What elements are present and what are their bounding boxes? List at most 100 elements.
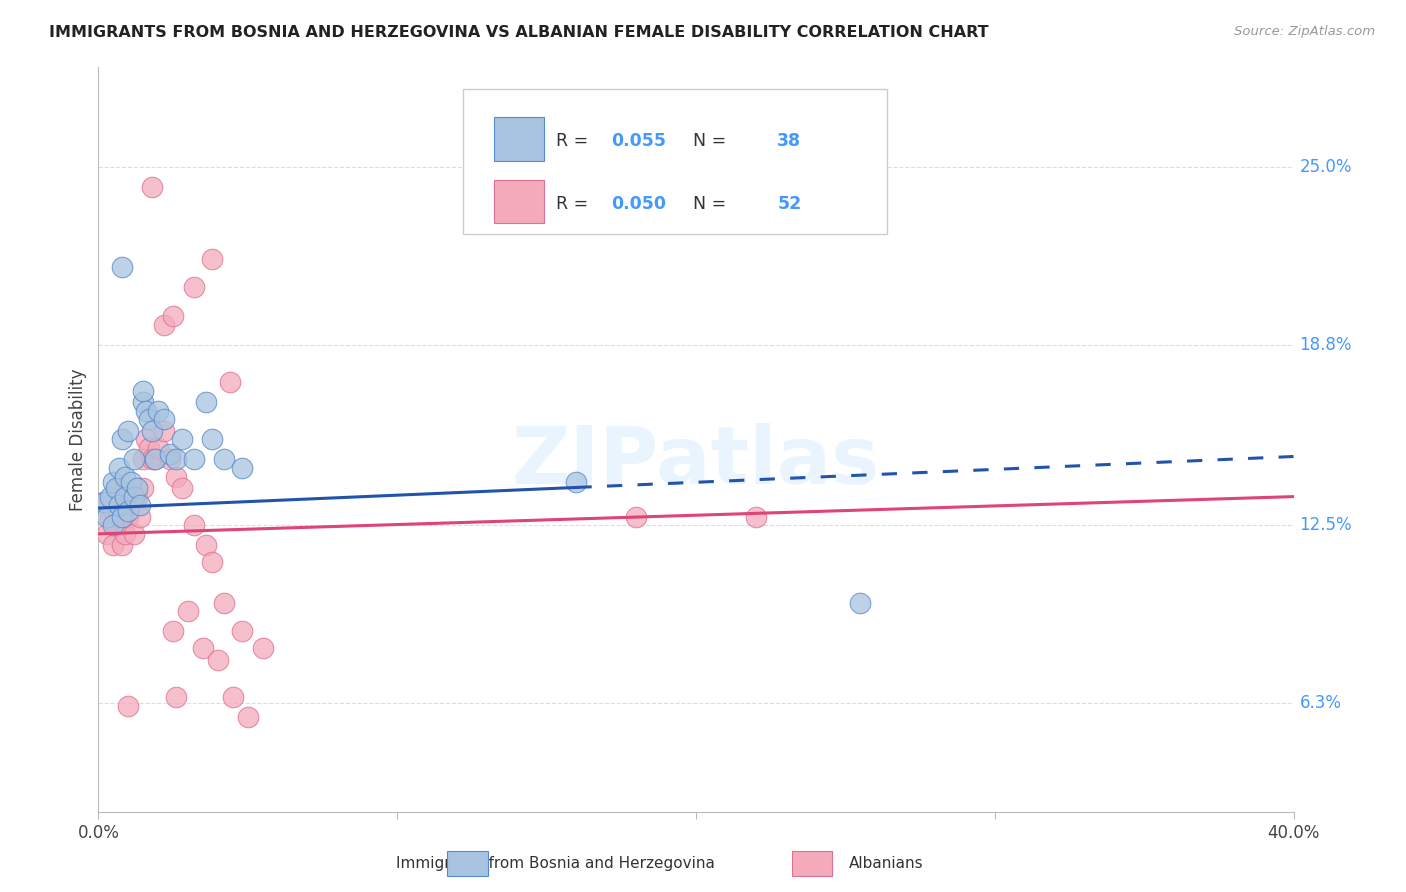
Text: 52: 52 [778, 194, 801, 212]
Point [105, 481, 128, 495]
Point [132, 395, 155, 409]
Text: Albanians: Albanians [848, 856, 924, 871]
Text: N =: N = [682, 194, 731, 212]
Point [201, 432, 224, 446]
Point [93, 495, 115, 509]
Text: 6.3%: 6.3% [1299, 694, 1341, 712]
Point [124, 526, 146, 541]
Text: 18.8%: 18.8% [1299, 335, 1353, 354]
Point [219, 375, 242, 389]
Point [231, 624, 253, 639]
Point [127, 490, 149, 504]
Point [201, 252, 224, 266]
Point [98, 490, 122, 504]
Point [132, 452, 155, 467]
Text: IMMIGRANTS FROM BOSNIA AND HERZEGOVINA VS ALBANIAN FEMALE DISABILITY CORRELATION: IMMIGRANTS FROM BOSNIA AND HERZEGOVINA V… [49, 25, 988, 40]
Point [212, 596, 235, 610]
Text: Immigrants from Bosnia and Herzegovina: Immigrants from Bosnia and Herzegovina [396, 856, 714, 871]
Point [195, 538, 218, 552]
Point [177, 604, 200, 618]
Point [141, 180, 163, 194]
Point [153, 424, 176, 438]
Point [159, 447, 181, 461]
FancyBboxPatch shape [494, 117, 544, 161]
Point [111, 260, 134, 275]
Point [222, 690, 245, 705]
Point [162, 624, 184, 639]
Point [98, 509, 122, 524]
Point [165, 469, 187, 483]
Point [165, 690, 187, 705]
Point [159, 452, 181, 467]
Point [127, 481, 149, 495]
Text: ZIPatlas: ZIPatlas [512, 423, 880, 500]
Point [114, 490, 136, 504]
Point [745, 509, 768, 524]
Point [849, 596, 872, 610]
Point [105, 490, 128, 504]
Point [108, 498, 131, 512]
Point [135, 432, 157, 446]
Point [138, 441, 160, 455]
Point [135, 403, 157, 417]
Point [132, 384, 155, 398]
Point [114, 509, 136, 524]
Point [108, 509, 131, 524]
Point [114, 526, 136, 541]
Text: Source: ZipAtlas.com: Source: ZipAtlas.com [1234, 25, 1375, 38]
Point [162, 309, 184, 323]
Point [108, 461, 131, 475]
FancyBboxPatch shape [494, 179, 544, 224]
Text: R =: R = [557, 194, 593, 212]
Text: 38: 38 [778, 132, 801, 150]
Point [117, 424, 139, 438]
Point [96, 509, 118, 524]
Point [114, 469, 136, 483]
FancyBboxPatch shape [463, 89, 887, 235]
Point [120, 475, 142, 490]
Point [93, 495, 115, 509]
Point [124, 452, 146, 467]
Point [195, 395, 218, 409]
Point [148, 403, 170, 417]
Point [191, 641, 214, 656]
Point [120, 498, 142, 512]
Text: N =: N = [682, 132, 731, 150]
Point [117, 504, 139, 518]
Point [108, 481, 131, 495]
Point [153, 412, 176, 426]
Point [103, 504, 125, 518]
Point [141, 424, 163, 438]
Point [626, 509, 648, 524]
Point [148, 441, 170, 455]
Point [117, 698, 139, 713]
Point [252, 641, 274, 656]
Point [132, 481, 155, 495]
Point [236, 710, 259, 724]
Point [124, 490, 146, 504]
Point [103, 475, 125, 490]
Point [111, 538, 134, 552]
Text: R =: R = [557, 132, 593, 150]
Point [172, 481, 194, 495]
Point [103, 538, 125, 552]
Point [138, 412, 160, 426]
Point [165, 452, 187, 467]
Point [117, 490, 139, 504]
Text: 25.0%: 25.0% [1299, 158, 1353, 176]
Point [143, 452, 166, 467]
Point [153, 318, 176, 332]
Point [96, 526, 118, 541]
Point [207, 653, 229, 667]
Point [117, 509, 139, 524]
Point [201, 556, 224, 570]
Point [183, 452, 205, 467]
Point [111, 432, 134, 446]
Point [212, 452, 235, 467]
Point [129, 498, 152, 512]
Point [111, 509, 134, 524]
Point [172, 432, 194, 446]
Text: 0.055: 0.055 [612, 132, 666, 150]
Point [231, 461, 253, 475]
Point [111, 498, 134, 512]
